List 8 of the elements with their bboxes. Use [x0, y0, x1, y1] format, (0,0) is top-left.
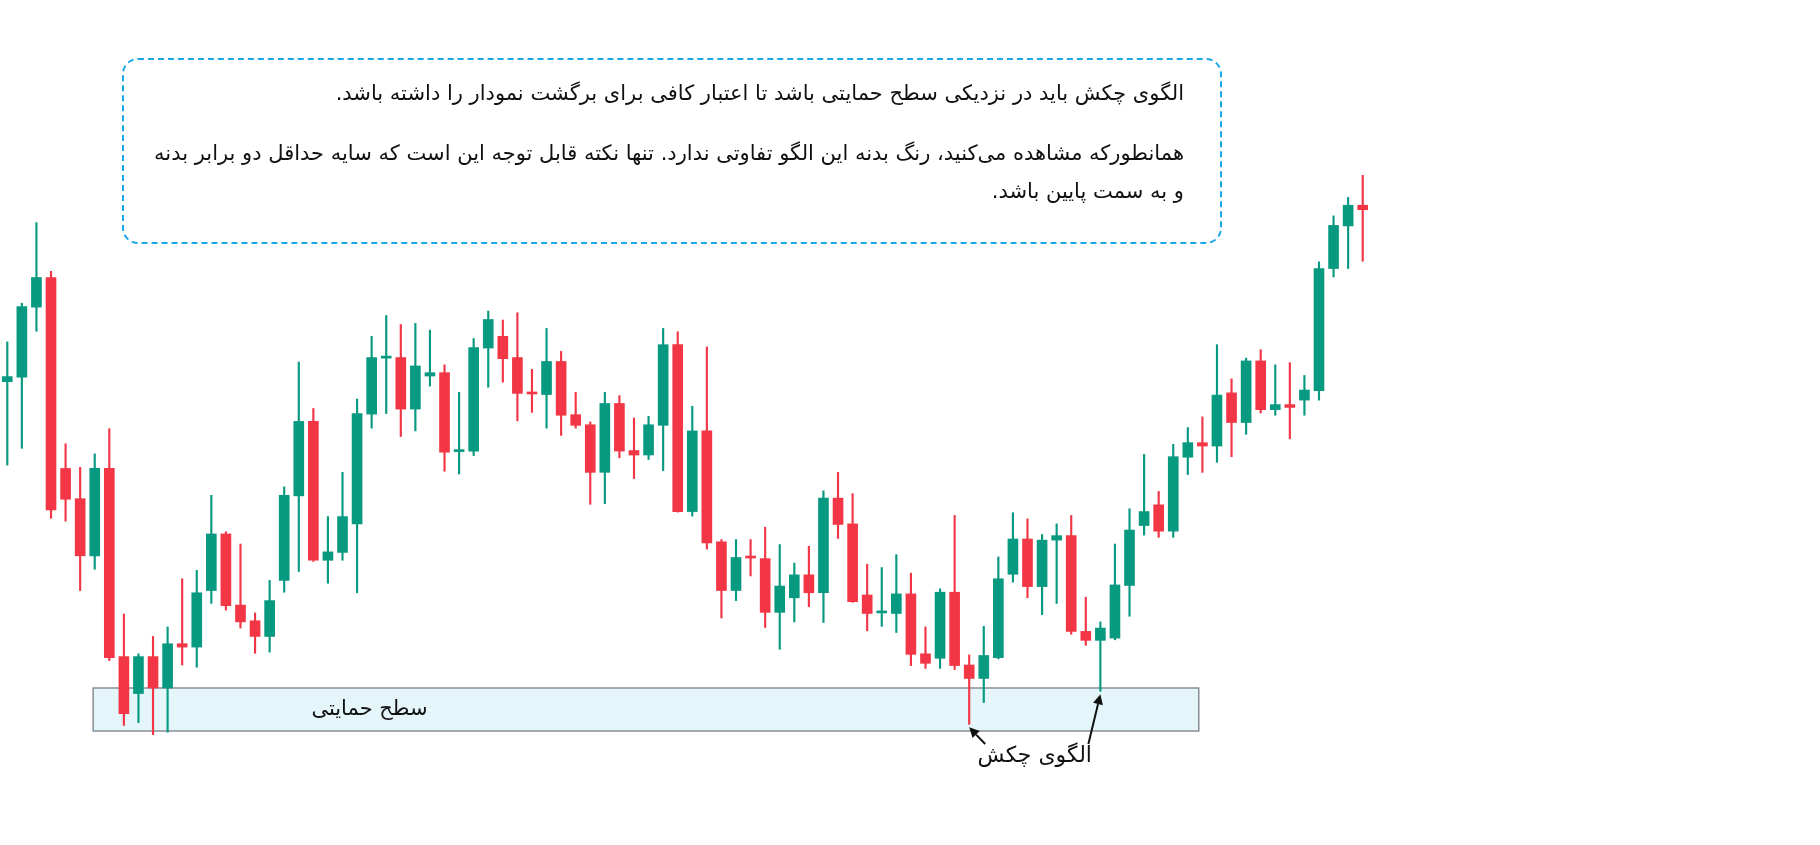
- annotation: همانطورکه مشاهده می‌کنید، رنگ بدنه این الگو تفاوتی ندارد. تنها نکته قابل توجه این است که سایه حداقل دو برابر بدنه و به سمت پایین باشد.: [153, 140, 1184, 205]
- text: الگوی چکش: [977, 742, 1092, 767]
- candlestick: [31, 222, 42, 332]
- candlestick: [920, 626, 931, 669]
- candlestick: [541, 328, 552, 429]
- text: الگوی چکش باید در نزدیکی سطح حمایتی باشد تا اعتبار کافی برای برگشت نمودار را داشته باشد.: [334, 80, 1184, 107]
- band-label: سطح حمایتی: [311, 695, 428, 720]
- candlestick: [235, 543, 246, 629]
